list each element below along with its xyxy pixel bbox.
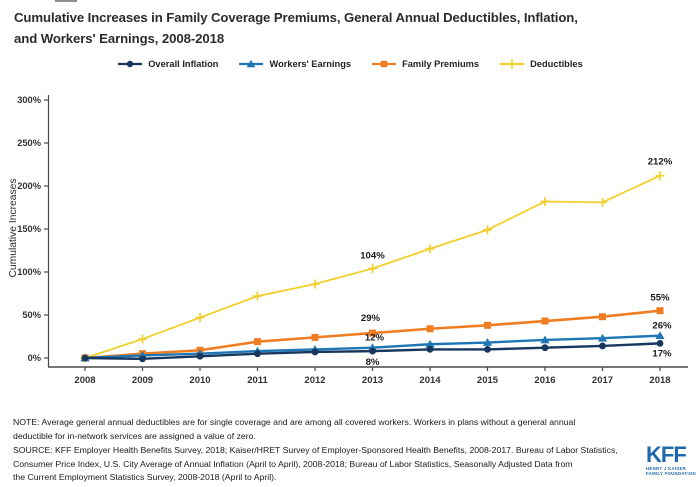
series-marker-inflation-2013 [369,347,376,355]
x-tick-label-2008: 2008 [74,375,95,386]
series-marker-premiums-2014 [426,325,434,333]
cropped-content-fragment [55,0,77,2]
series-marker-earnings-2017 [597,333,608,342]
series-marker-inflation-2016 [541,344,549,352]
data-label-26%: 26% [652,321,672,332]
legend-marker-icon-deductibles [500,59,525,69]
data-label-12%: 12% [365,333,385,344]
series-marker-earnings-2014 [425,339,435,348]
data-label-29%: 29% [361,313,381,324]
chart-title: Cumulative Increases in Family Coverage … [14,10,578,47]
x-tick-label-2012: 2012 [304,375,325,386]
x-tick-label-2016: 2016 [534,375,555,386]
legend-marker-icon-inflation [118,60,143,68]
legend-label-earnings: Workers' Earnings [269,59,352,69]
x-tick-label-2018: 2018 [649,375,670,386]
series-marker-premiums-2017 [599,313,606,321]
x-tick-label-2015: 2015 [477,375,499,386]
legend-item-inflation: Overall Inflation [117,58,218,70]
series-marker-inflation-2011 [254,350,261,358]
data-label-212%: 212% [648,157,673,168]
x-tick-label-2017: 2017 [592,375,613,386]
series-marker-inflation-2018 [656,339,664,347]
chart-canvas: 0% 50% 100% 150% 200% 250% 300% Cumulative Incr… [8,95,688,386]
series-marker-inflation-2010 [196,352,204,360]
series-marker-premiums-2011 [254,338,261,346]
series-marker-earnings-2015 [482,338,493,346]
y-tick-label-100%: 100% [17,267,42,277]
legend-item-earnings: Workers' Earnings [238,58,351,70]
series-marker-inflation-2014 [426,346,434,353]
legend-marker-icon-earnings [239,59,264,68]
kff-logo-text: KFF [646,442,687,467]
legend-label-inflation: Overall Inflation [148,59,219,69]
x-tick-label-2010: 2010 [189,375,210,386]
series-marker-premiums-2012 [311,333,319,341]
note-text: NOTE: Average general annual deductibles… [13,417,576,441]
legend-item-premiums: Family Premiums [371,58,479,70]
series-marker-inflation-2015 [484,346,491,353]
kff-logo: KFF HENRY J KAISER FAMILY FOUNDATION [646,442,696,477]
kff-logo-subtext: HENRY J KAISER FAMILY FOUNDATION [646,466,696,476]
source-text: SOURCE: KFF Employer Health Benefits Sur… [13,445,618,483]
x-tick-label-2011: 2011 [247,375,268,386]
series-marker-premiums-2016 [541,317,549,325]
y-tick-label-300%: 300% [17,95,42,105]
y-tick-label-0%: 0% [28,353,42,363]
y-tick-label-250%: 250% [17,138,42,148]
y-tick-label-50%: 50% [22,310,41,320]
y-tick-label-150%: 150% [17,224,42,234]
legend-marker-icon-premiums [372,60,397,68]
chart-legend: Overall Inflation Workers' Earnings Family… [0,56,700,72]
data-label-17%: 17% [652,348,672,359]
series-marker-premiums-2015 [484,321,491,329]
y-axis-title: Cumulative Increases [8,178,19,277]
series-marker-premiums-2013 [369,329,376,337]
data-label-104%: 104% [360,251,385,262]
legend-label-deductibles: Deductibles [530,59,583,69]
x-tick-label-2009: 2009 [132,375,153,386]
series-marker-inflation-2017 [599,342,606,350]
series-marker-earnings-2018 [655,331,665,340]
legend-label-premiums: Family Premiums [402,59,480,69]
series-marker-earnings-2016 [540,335,550,344]
series-marker-inflation-2008 [81,354,89,362]
series-marker-inflation-2012 [311,348,319,356]
series-marker-inflation-2009 [139,355,146,363]
y-tick-label-200%: 200% [17,181,42,191]
data-label-55%: 55% [650,293,670,304]
data-label-8%: 8% [366,357,380,368]
x-tick-label-2013: 2013 [362,375,383,386]
series-marker-premiums-2018 [656,307,664,315]
legend-item-deductibles: Deductibles [499,58,583,70]
x-tick-label-2014: 2014 [419,375,441,386]
